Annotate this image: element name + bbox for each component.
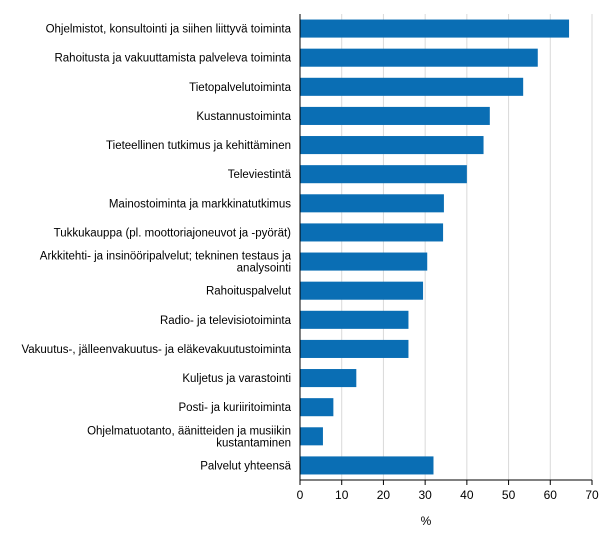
bar xyxy=(300,223,444,242)
x-tick-label: 50 xyxy=(502,488,516,502)
bar xyxy=(300,310,409,329)
category-label: Tietopalvelutoiminta xyxy=(189,82,291,94)
x-tick-label: 30 xyxy=(418,488,432,502)
bar xyxy=(300,456,434,475)
category-label: Tieteellinen tutkimus ja kehittäminen xyxy=(106,140,291,152)
axes xyxy=(299,14,593,485)
bar xyxy=(300,369,357,388)
category-label: Radio- ja televisiotoiminta xyxy=(160,315,292,327)
x-tick-label: 10 xyxy=(335,488,349,502)
bar xyxy=(300,48,538,67)
category-label: Vakuutus-, jälleenvakuutus- ja eläkevaku… xyxy=(21,344,291,356)
x-tick-label: 40 xyxy=(460,488,474,502)
bar xyxy=(300,252,428,271)
category-label: Arkkitehti- ja insinööripalvelut; teknin… xyxy=(40,251,292,263)
category-label: analysointi xyxy=(237,263,291,275)
category-label: Televiestintä xyxy=(228,169,292,181)
bar xyxy=(300,194,444,213)
bar xyxy=(300,136,484,155)
x-axis-title: % xyxy=(421,514,432,528)
category-label: Rahoitusta ja vakuuttamista palveleva to… xyxy=(54,53,291,65)
bar xyxy=(300,339,409,358)
x-tick-label: 70 xyxy=(585,488,599,502)
bar xyxy=(300,281,424,300)
x-tick-labels: 0 10 20 30 40 50 60 70 xyxy=(297,488,599,502)
category-label: Posti- ja kuriiritoiminta xyxy=(179,402,292,414)
category-label: Kustannustoiminta xyxy=(196,111,291,123)
bar xyxy=(300,19,570,38)
bar xyxy=(300,165,467,184)
category-label: Mainostoiminta ja markkinatutkimus xyxy=(109,198,291,210)
category-label: Rahoituspalvelut xyxy=(206,286,292,298)
category-labels: Ohjelmistot, konsultointi ja siihen liit… xyxy=(21,24,291,473)
category-label: kustantaminen xyxy=(216,437,291,449)
bar xyxy=(300,106,490,125)
category-label: Tukkukauppa (pl. moottoriajoneuvot ja -p… xyxy=(54,227,292,239)
bar xyxy=(300,398,334,417)
bars xyxy=(300,19,570,475)
x-tick-label: 20 xyxy=(377,488,391,502)
category-label: Ohjelmistot, konsultointi ja siihen liit… xyxy=(46,24,292,36)
category-label: Ohjelmatuotanto, äänitteiden ja musiikin xyxy=(87,425,291,437)
category-label: Kuljetus ja varastointi xyxy=(182,373,291,385)
category-label: Palvelut yhteensä xyxy=(200,460,291,472)
bar xyxy=(300,77,524,96)
x-tick-label: 60 xyxy=(544,488,558,502)
x-tick-label: 0 xyxy=(297,488,304,502)
bar xyxy=(300,427,323,446)
